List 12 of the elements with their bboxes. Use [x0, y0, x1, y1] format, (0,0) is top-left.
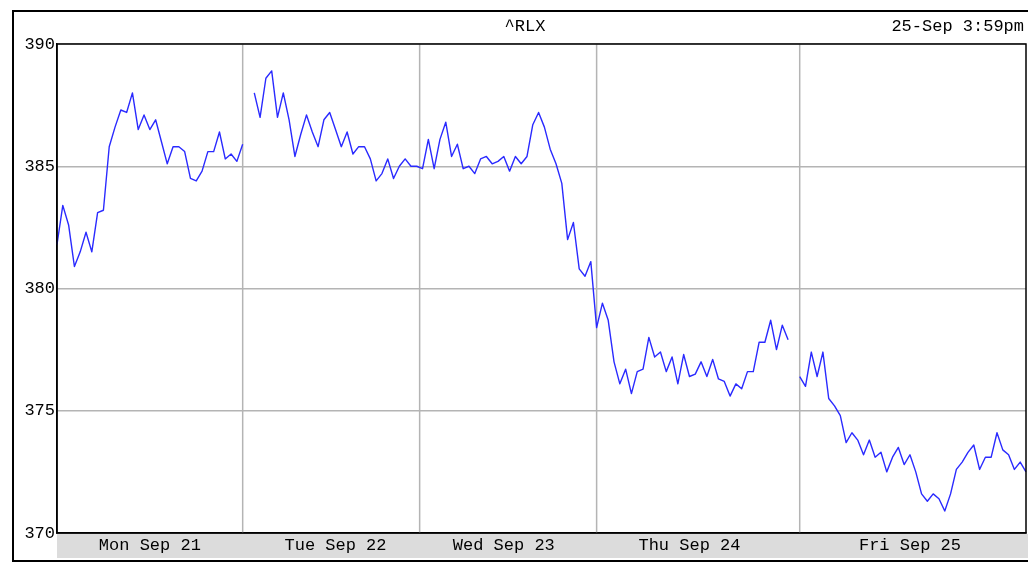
x-tick-label: Mon Sep 21 — [98, 535, 201, 555]
y-tick-label: 385 — [24, 156, 55, 176]
chart-subtitle: 25-Sep 3:59pm — [891, 16, 1024, 36]
y-tick-label: 380 — [24, 279, 55, 298]
y-tick-label: 375 — [24, 401, 55, 421]
x-tick-label: Wed Sep 23 — [452, 535, 555, 555]
x-tick-label: Tue Sep 22 — [284, 535, 387, 555]
chart-title: ^RLX — [504, 16, 546, 36]
x-tick-label: Thu Sep 24 — [638, 535, 741, 555]
y-tick-label: 390 — [24, 34, 55, 54]
x-tick-label: Fri Sep 25 — [858, 535, 961, 555]
y-tick-label: 370 — [24, 523, 55, 543]
